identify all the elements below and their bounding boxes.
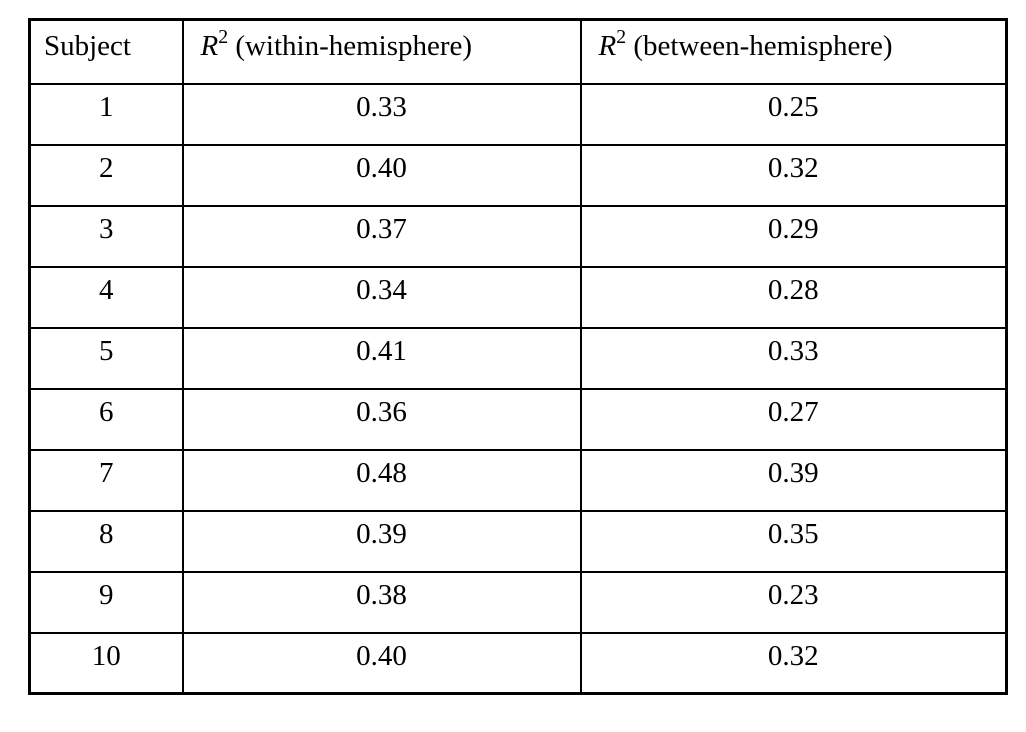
cell-between: 0.29 <box>579 204 1008 268</box>
cell-subject: 6 <box>28 387 184 451</box>
header-between-label: (between-hemisphere) <box>626 30 893 62</box>
cell-within: 0.34 <box>181 265 582 329</box>
cell-subject: 4 <box>28 265 184 329</box>
header-row: Subject R2 (within-hemisphere) R2 (betwe… <box>28 18 1008 85</box>
table-row: 9 0.38 0.23 <box>28 570 1008 634</box>
table-row: 2 0.40 0.32 <box>28 143 1008 207</box>
cell-within: 0.37 <box>181 204 582 268</box>
cell-subject: 5 <box>28 326 184 390</box>
cell-within: 0.38 <box>181 570 582 634</box>
cell-between: 0.32 <box>579 631 1008 695</box>
table-row: 3 0.37 0.29 <box>28 204 1008 268</box>
header-cell-subject: Subject <box>28 18 184 85</box>
cell-between: 0.27 <box>579 387 1008 451</box>
r-symbol: R <box>598 30 617 62</box>
cell-subject: 2 <box>28 143 184 207</box>
cell-between: 0.35 <box>579 509 1008 573</box>
table-row: 8 0.39 0.35 <box>28 509 1008 573</box>
r-exponent: 2 <box>616 26 627 49</box>
header-within-label: (within-hemisphere) <box>228 30 473 62</box>
cell-within: 0.40 <box>181 143 582 207</box>
cell-between: 0.25 <box>579 82 1008 146</box>
r-exponent: 2 <box>218 26 229 49</box>
cell-within: 0.39 <box>181 509 582 573</box>
results-table-container: Subject R2 (within-hemisphere) R2 (betwe… <box>28 18 1008 695</box>
cell-within: 0.48 <box>181 448 582 512</box>
table-row: 6 0.36 0.27 <box>28 387 1008 451</box>
r-squared-table: Subject R2 (within-hemisphere) R2 (betwe… <box>28 18 1008 695</box>
cell-between: 0.39 <box>579 448 1008 512</box>
table-row: 5 0.41 0.33 <box>28 326 1008 390</box>
table-row: 1 0.33 0.25 <box>28 82 1008 146</box>
cell-subject: 7 <box>28 448 184 512</box>
cell-between: 0.32 <box>579 143 1008 207</box>
cell-within: 0.33 <box>181 82 582 146</box>
cell-between: 0.28 <box>579 265 1008 329</box>
header-cell-between: R2 (between-hemisphere) <box>579 18 1008 85</box>
cell-within: 0.36 <box>181 387 582 451</box>
table-row: 4 0.34 0.28 <box>28 265 1008 329</box>
cell-between: 0.33 <box>579 326 1008 390</box>
table-row: 7 0.48 0.39 <box>28 448 1008 512</box>
cell-within: 0.41 <box>181 326 582 390</box>
header-cell-within: R2 (within-hemisphere) <box>181 18 582 85</box>
r-symbol: R <box>200 30 219 62</box>
cell-between: 0.23 <box>579 570 1008 634</box>
cell-subject: 9 <box>28 570 184 634</box>
table-row: 10 0.40 0.32 <box>28 631 1008 695</box>
cell-subject: 10 <box>28 631 184 695</box>
cell-subject: 1 <box>28 82 184 146</box>
cell-subject: 3 <box>28 204 184 268</box>
cell-within: 0.40 <box>181 631 582 695</box>
cell-subject: 8 <box>28 509 184 573</box>
